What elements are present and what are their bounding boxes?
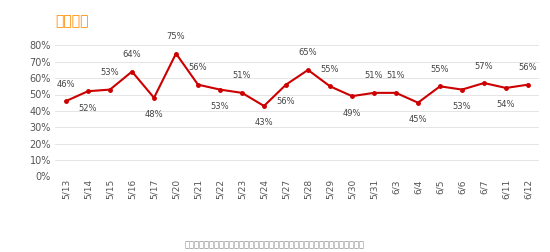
Text: 56%: 56% — [277, 97, 295, 106]
Text: 75%: 75% — [167, 32, 185, 41]
Text: 数据来源：金融界股灵通每日调查的看多占比，数值越大表示用户越看好当天走势: 数据来源：金融界股灵通每日调查的看多占比，数值越大表示用户越看好当天走势 — [185, 240, 365, 249]
Text: 57%: 57% — [475, 61, 493, 71]
Text: 52%: 52% — [79, 104, 97, 113]
Text: 49%: 49% — [343, 109, 361, 118]
Text: 65%: 65% — [299, 48, 317, 57]
Text: 51%: 51% — [233, 71, 251, 80]
Text: 51%: 51% — [387, 71, 405, 80]
Text: 43%: 43% — [255, 118, 273, 128]
Text: 51%: 51% — [365, 71, 383, 80]
Text: 53%: 53% — [453, 102, 471, 111]
Text: 53%: 53% — [211, 102, 229, 111]
Text: 46%: 46% — [57, 80, 75, 88]
Text: 48%: 48% — [145, 110, 163, 119]
Text: 64%: 64% — [123, 50, 141, 59]
Text: 54%: 54% — [497, 101, 515, 109]
Text: 56%: 56% — [519, 63, 537, 72]
Text: 53%: 53% — [101, 68, 119, 77]
Text: 看多指数: 看多指数 — [55, 14, 89, 28]
Text: 55%: 55% — [431, 65, 449, 74]
Text: 45%: 45% — [409, 115, 427, 124]
Text: 55%: 55% — [321, 65, 339, 74]
Text: 56%: 56% — [189, 63, 207, 72]
